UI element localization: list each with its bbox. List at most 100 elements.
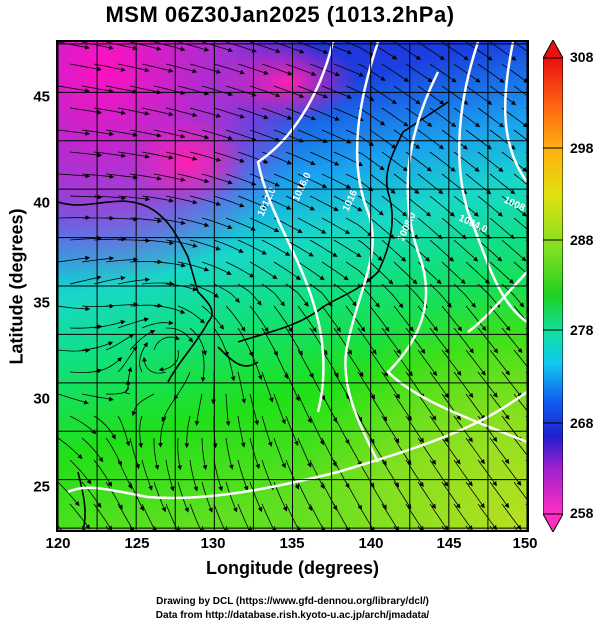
wind-streamline: [237, 63, 269, 75]
wind-streamline: [81, 437, 104, 463]
wind-streamline: [345, 437, 362, 467]
wind-streamline: [165, 63, 198, 74]
wind-streamline: [453, 459, 473, 487]
wind-streamline: [501, 151, 527, 172]
wind-streamline: [153, 129, 186, 139]
wind-streamline: [141, 503, 157, 530]
wind-streamline: [297, 217, 327, 234]
wind-streamline: [381, 239, 407, 262]
wind-streamline: [417, 85, 445, 105]
wind-streamline: [69, 275, 102, 285]
wind-streamline: [453, 327, 474, 354]
wind-streamline: [117, 345, 138, 373]
wind-streamline: [58, 393, 89, 405]
wind-streamline: [369, 305, 390, 332]
wind-streamline: [225, 305, 246, 332]
wind-streamline: [453, 283, 476, 308]
wind-streamline: [261, 459, 274, 491]
wind-streamline: [441, 261, 466, 285]
colorbar: [543, 40, 563, 532]
wind-streamline: [153, 217, 186, 226]
wind-streamline: [237, 195, 269, 209]
wind-streamline: [453, 503, 473, 530]
wind-streamline: [381, 283, 404, 309]
wind-streamline: [489, 349, 510, 376]
x-tick-label: 145: [436, 535, 462, 552]
wind-streamline: [69, 151, 103, 158]
wind-streamline: [153, 335, 180, 351]
wind-streamline: [69, 194, 103, 200]
wind-streamline: [477, 371, 498, 398]
wind-streamline: [105, 216, 139, 222]
wind-streamline: [129, 217, 163, 224]
wind-streamline: [501, 415, 522, 442]
wind-streamline: [261, 195, 292, 210]
wind-streamline: [153, 261, 187, 268]
chart-title: MSM 06Z30Jan2025 (1013.2hPa): [105, 2, 455, 27]
y-tick-label: 45: [33, 88, 50, 106]
wind-streamline: [58, 85, 90, 93]
wind-streamline: [249, 217, 280, 232]
wind-streamline: [513, 173, 527, 185]
wind-streamline: [93, 357, 123, 373]
wind-streamline: [309, 151, 340, 166]
wind-streamline: [177, 481, 189, 513]
wind-streamline: [225, 85, 257, 97]
wind-streamline: [381, 459, 400, 488]
wind-streamline: [58, 437, 83, 460]
wind-streamline: [158, 415, 167, 448]
wind-streamline: [393, 481, 412, 510]
wind-streamline: [105, 302, 139, 307]
wind-streamline: [297, 437, 312, 468]
wind-streamline: [441, 349, 462, 376]
wind-streamline: [93, 195, 127, 201]
wind-streamline: [297, 481, 313, 512]
wind-streamline: [138, 415, 144, 449]
wind-streamline: [165, 503, 180, 530]
wind-streamline: [489, 173, 516, 195]
wind-streamline: [141, 107, 174, 117]
wind-streamline: [489, 261, 514, 284]
wind-streamline: [93, 415, 116, 440]
wind-streamline: [513, 481, 527, 500]
wind-streamline: [249, 129, 281, 142]
wind-streamline: [249, 481, 263, 513]
wind-streamline: [201, 305, 224, 330]
wind-streamline: [105, 334, 135, 351]
wind-streamline: [369, 85, 397, 105]
colorbar-tick-label: 308: [570, 49, 594, 65]
temperature-map: 1012.0 1016.0 1016 1008.0 1004.0 1008: [58, 42, 527, 530]
wind-streamline: [381, 327, 401, 355]
wind-streamline: [465, 85, 493, 105]
wind-streamline: [93, 320, 126, 329]
x-tick-label: 120: [45, 535, 71, 552]
wind-streamline: [69, 459, 92, 485]
wind-streamline: [309, 283, 333, 307]
wind-streamline: [225, 481, 238, 513]
wind-streamline: [261, 283, 285, 307]
colorbar-max-arrow: [543, 40, 563, 59]
wind-streamline: [357, 327, 377, 355]
wind-streamline: [345, 349, 364, 378]
wind-streamline: [285, 151, 316, 166]
wind-streamline: [381, 371, 400, 399]
wind-streamline: [489, 481, 510, 509]
wind-streamline: [173, 371, 191, 400]
wind-streamline: [465, 217, 491, 240]
wind-streamline: [58, 348, 91, 353]
wind-streamline: [273, 393, 286, 425]
wind-streamline: [405, 415, 424, 443]
wind-streamline: [69, 235, 103, 241]
wind-streamline: [189, 327, 207, 356]
wind-streamline: [273, 173, 304, 188]
wind-streamline: [297, 349, 314, 379]
wind-streamline: [124, 366, 133, 395]
wind-streamline: [153, 481, 166, 513]
wind-streamline: [477, 327, 499, 354]
wind-streamline: [105, 173, 139, 180]
wind-streamline: [201, 437, 208, 471]
wind-streamline: [261, 63, 293, 76]
wind-streamline: [58, 305, 91, 312]
wind-streamline: [297, 129, 328, 143]
wind-streamline: [158, 349, 180, 372]
